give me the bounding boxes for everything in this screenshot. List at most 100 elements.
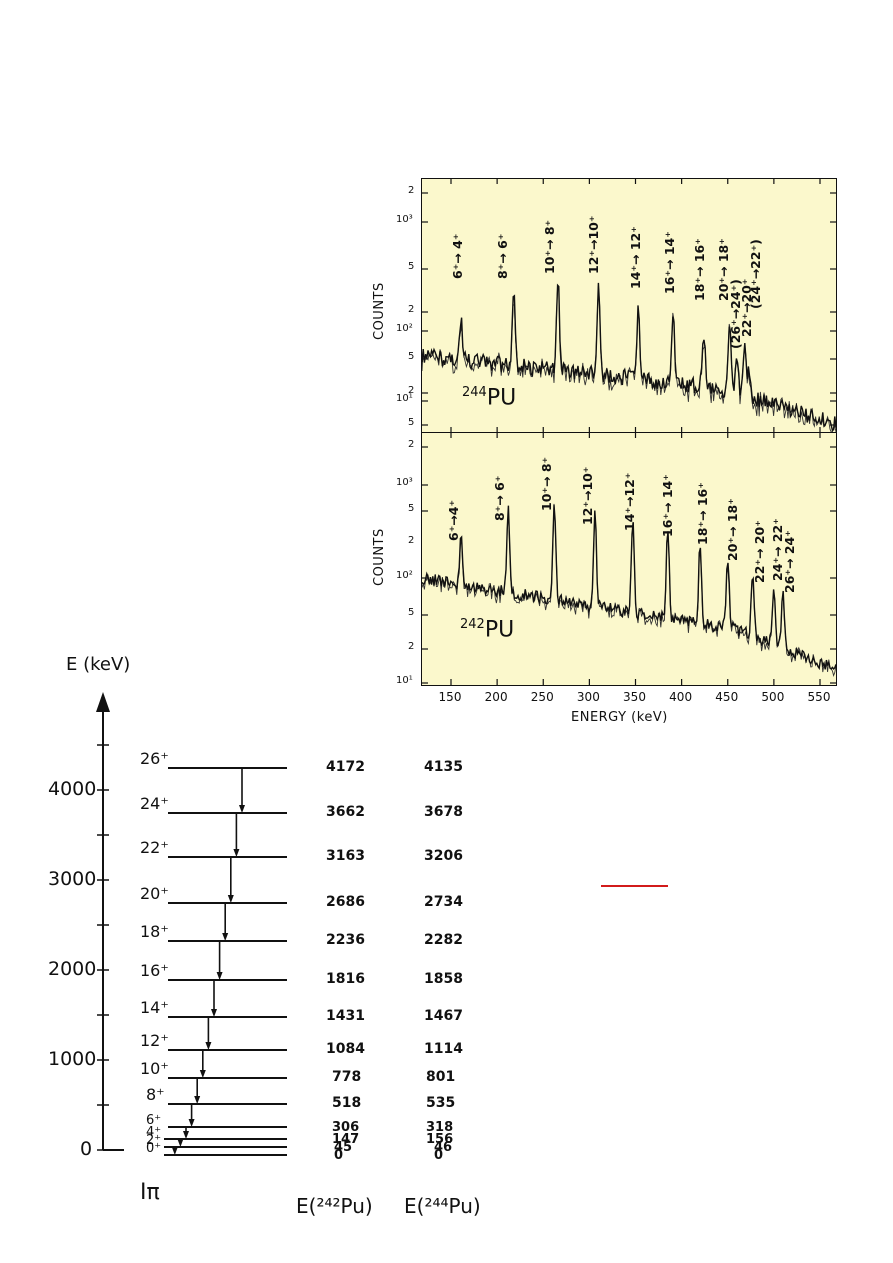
level-energy-pu242: 2236 [326, 932, 365, 948]
isotope-symbol: PU [484, 617, 515, 643]
spectrum-trace [421, 282, 837, 432]
x-tick-label: 400 [669, 690, 693, 704]
x-tick-label: 200 [484, 690, 508, 704]
arrow-head-icon [239, 805, 245, 813]
transition-label: 14⁺→12⁺ [622, 473, 637, 531]
level-energy-pu242: 3163 [326, 848, 365, 864]
arrow-head-icon [211, 1009, 217, 1017]
transition-label: 12⁺→10⁺ [586, 216, 601, 274]
y-tick-label: 2 [408, 439, 415, 450]
level-energy-pu244: 2734 [424, 894, 463, 910]
level-energy-pu244: 2282 [424, 932, 463, 948]
level-y-axis-label: E (keV) [66, 654, 131, 675]
level-energy-pu244: 0 [434, 1148, 444, 1163]
transition-label: 20⁺→ 18⁺ [725, 498, 740, 561]
level-energy-pu242: 1084 [326, 1041, 365, 1057]
isotope-mass: 242 [460, 617, 485, 632]
arrow-head-icon [183, 1131, 189, 1139]
level-energy-pu242: 3662 [326, 804, 365, 820]
y-tick-label: 5 [408, 503, 415, 514]
transition-label: 20⁺→ 18⁺ [716, 238, 731, 301]
level-spin-label: 0⁺ [146, 1141, 162, 1156]
y-tick-label: 10² [396, 570, 413, 581]
level-y-tick-label: 2000 [48, 958, 97, 980]
transition-label: (26⁺→24⁺) [728, 279, 743, 349]
level-energy-pu244: 1114 [424, 1041, 463, 1057]
transition-label: 8⁺→ 6⁺ [492, 476, 507, 521]
transition-label: 6⁺→ 4⁺ [450, 234, 465, 279]
transition-label: 8⁺→ 6⁺ [495, 234, 510, 279]
red-underline-mark [601, 885, 668, 887]
level-energy-pu242: 2686 [326, 894, 365, 910]
level-axis-arrow-icon [96, 692, 110, 712]
level-energy-pu244: 156 [426, 1132, 454, 1147]
level-spin-label: 14⁺ [140, 998, 169, 1017]
y-tick-label: 5 [408, 607, 415, 618]
x-tick-label: 500 [761, 690, 785, 704]
arrow-head-icon [222, 933, 229, 941]
x-axis-label: ENERGY (keV) [571, 710, 668, 725]
level-spin-label: 8⁺ [146, 1085, 165, 1104]
x-tick-label: 450 [715, 690, 739, 704]
arrow-head-icon [188, 1119, 195, 1127]
isotope-mass: 244 [462, 385, 487, 400]
arrow-head-icon [216, 972, 223, 980]
x-tick-label: 250 [530, 690, 554, 704]
level-spin-label: 12⁺ [140, 1031, 169, 1050]
arrow-head-icon [205, 1042, 212, 1050]
arrow-head-icon [227, 895, 234, 903]
y-axis-label-top: COUNTS [372, 282, 387, 340]
level-energy-pu244: 535 [426, 1095, 456, 1111]
level-energy-pu244: 46 [434, 1140, 453, 1155]
pu244-column-label: E(²⁴⁴Pu) [404, 1194, 481, 1218]
transition-label: 6⁺→4⁺ [446, 500, 461, 541]
isotope-label-pu242: 242PU [460, 617, 514, 642]
y-axis-label-bottom: COUNTS [372, 528, 387, 586]
level-spin-label: 24⁺ [140, 794, 169, 813]
arrow-head-icon [194, 1096, 201, 1104]
transition-label: (24⁺→22⁺) [748, 239, 763, 309]
level-spin-label: 26⁺ [140, 749, 169, 768]
level-energy-pu242: 778 [332, 1069, 362, 1085]
spectrum-plot-pu242: 6⁺→4⁺ 8⁺→ 6⁺ 10⁺→ 8⁺ 12⁺→10⁺ 14⁺→12⁺ 16⁺→ 14⁺… [421, 433, 837, 685]
level-spin-label: 6⁺ [146, 1113, 162, 1128]
level-energy-pu244: 3678 [424, 804, 463, 820]
level-spin-label: 16⁺ [140, 961, 169, 980]
level-spin-label: 2⁺ [146, 1133, 162, 1148]
level-spin-label: 22⁺ [140, 838, 169, 857]
y-tick-label: 5 [408, 261, 415, 272]
level-energy-pu242: 1816 [326, 971, 365, 987]
level-energy-pu242: 147 [332, 1132, 360, 1147]
y-tick-label: 2 [408, 385, 415, 396]
y-tick-label: 10³ [396, 214, 413, 225]
spectrum-plot-pu244: 6⁺→ 4⁺ 8⁺→ 6⁺ 10⁺→ 8⁺ 12⁺→10⁺ 14⁺→ 12⁺ 16⁺→ 1… [421, 179, 837, 433]
transition-label: 10⁺→ 8⁺ [539, 457, 554, 511]
y-tick-label: 2 [408, 535, 415, 546]
y-tick-label: 10¹ [396, 393, 413, 404]
level-y-tick-label: 1000 [48, 1048, 97, 1070]
transition-label: 12⁺→10⁺ [580, 467, 595, 525]
pu242-column-label: E(²⁴²Pu) [296, 1194, 373, 1218]
level-energy-pu244: 801 [426, 1069, 456, 1085]
level-y-tick-label: 0 [80, 1138, 93, 1160]
arrow-head-icon [233, 849, 240, 857]
arrow-head-icon [199, 1070, 206, 1078]
level-y-tick-label: 4000 [48, 778, 97, 800]
y-tick-label: 2 [408, 641, 415, 652]
arrow-head-icon [177, 1139, 184, 1147]
level-spin-label: 10⁺ [140, 1059, 169, 1078]
level-energy-pu242: 1431 [326, 1008, 365, 1024]
level-energy-pu244: 318 [426, 1120, 454, 1135]
level-energy-pu244: 3206 [424, 848, 463, 864]
y-tick-label: 10² [396, 323, 413, 334]
level-energy-pu244: 1858 [424, 971, 463, 987]
y-tick-label: 5 [408, 417, 415, 428]
isotope-label-pu244: 244PU [462, 385, 516, 410]
level-energy-pu242: 0 [334, 1148, 344, 1163]
spin-column-label: Iπ [140, 1180, 160, 1205]
transition-label: 22⁺→ 20⁺ [752, 520, 767, 583]
transition-label: 16⁺→ 14⁺ [662, 231, 677, 294]
transition-label: 22⁺→20⁺ [739, 279, 754, 337]
transition-label: 18⁺→ 16⁺ [692, 238, 707, 301]
spectrum-panel-pu242: 6⁺→4⁺ 8⁺→ 6⁺ 10⁺→ 8⁺ 12⁺→10⁺ 14⁺→12⁺ 16⁺→ 14⁺… [421, 432, 837, 686]
